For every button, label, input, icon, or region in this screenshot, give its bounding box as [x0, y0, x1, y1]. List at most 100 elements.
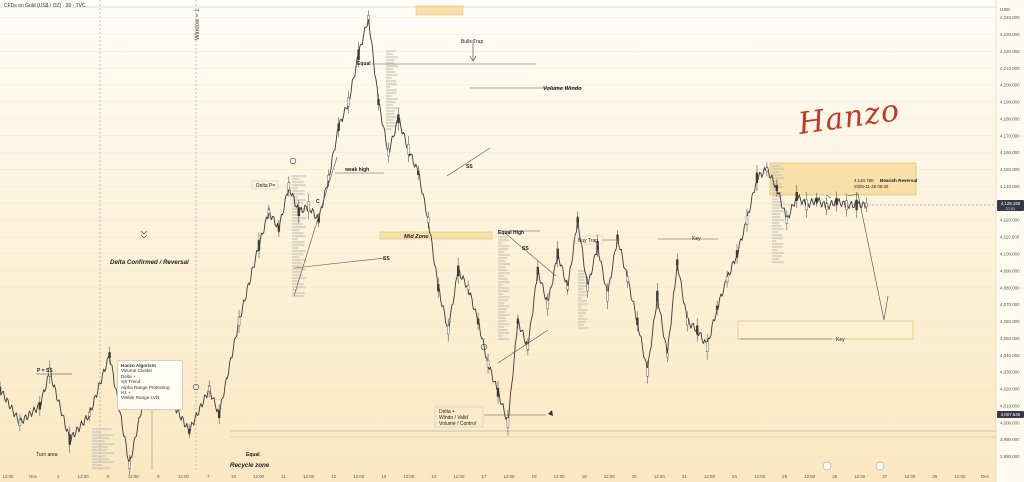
- replay-icon: [875, 461, 885, 471]
- replay-icon: [822, 461, 832, 471]
- indicator-line: Visible Range LVN: [121, 395, 160, 401]
- volume-profile: [772, 204, 782, 207]
- candle-body: [676, 259, 679, 266]
- volume-profile: [292, 280, 300, 283]
- candle-body: [775, 185, 779, 191]
- volume-profile: [772, 237, 784, 240]
- volume-profile: [578, 279, 585, 282]
- current-price-timer: 27:51: [1006, 207, 1016, 211]
- volume-profile: [498, 266, 506, 269]
- candle-body: [725, 276, 729, 283]
- candle-body: [257, 240, 261, 251]
- candle-body: [188, 428, 191, 434]
- volume-profile: [92, 452, 114, 455]
- candle-body: [267, 209, 271, 214]
- volume-profile: [578, 315, 584, 318]
- candle-body: [646, 367, 649, 377]
- delta-note-label: Windo / Valid: [439, 415, 468, 421]
- x-tick-label: 7: [207, 474, 210, 479]
- candle-body: [666, 352, 669, 358]
- volume-profile: [498, 326, 505, 329]
- recycle-zone-label: Recycle zone: [230, 462, 270, 469]
- symbol-header: CFDs on Gold (US$ / OZ) · 30 · TVC: [4, 3, 86, 9]
- volume-profile: [92, 467, 111, 470]
- volume-profile: [92, 458, 109, 461]
- candle-body: [0, 386, 2, 392]
- projection-tick: [825, 194, 832, 199]
- candle-body: [128, 461, 131, 469]
- volume-profile: [386, 92, 397, 95]
- volume-profile: [578, 303, 588, 306]
- volume-profile: [498, 242, 503, 245]
- candle-body: [735, 250, 739, 258]
- volume-profile: [292, 184, 306, 187]
- x-tick-label: 19: [582, 474, 587, 479]
- x-tick-label: 12:00: [178, 474, 190, 479]
- x-tick-label: 26: [832, 474, 837, 479]
- volume-profile: [498, 278, 508, 281]
- candle-body: [347, 97, 350, 107]
- x-tick-label: 12: [331, 474, 336, 479]
- bearish-reversal-zone: [769, 162, 917, 196]
- volume-profile: [772, 255, 782, 258]
- candle-body: [217, 410, 221, 418]
- volume-profile: [292, 190, 305, 193]
- volume-windo-label: Volume Windo: [543, 86, 582, 92]
- volume-profile: [292, 214, 302, 217]
- y-tick-label: 4,150.000: [1000, 167, 1020, 172]
- y-tick-label: 4,000.000: [1000, 420, 1020, 425]
- volume-profile: [292, 235, 306, 238]
- turn-area-label: Turn area: [36, 452, 58, 458]
- volume-profile: [498, 236, 509, 239]
- volume-profile: [292, 187, 298, 190]
- candle-body: [447, 325, 450, 335]
- label-box: [251, 180, 279, 190]
- candle-body: [367, 15, 370, 20]
- x-tick-label: 12:00: [403, 474, 415, 479]
- volume-profile: [772, 240, 777, 243]
- x-tick-label: 12:00: [804, 474, 816, 479]
- x-tick-label: 12:00: [854, 474, 866, 479]
- x-tick-label: 11: [281, 474, 286, 479]
- trend-line: [293, 257, 386, 269]
- volume-profile: [386, 74, 398, 77]
- x-tick-label: 14: [431, 474, 436, 479]
- x-tick-label: 12:00: [754, 474, 766, 479]
- candle-body: [626, 276, 629, 283]
- volume-profile: [386, 77, 392, 80]
- candle-body: [387, 148, 390, 157]
- y-tick-label: 4,210.000: [1000, 66, 1020, 71]
- x-tick-label: 12:00: [604, 474, 616, 479]
- volume-profile: [498, 317, 506, 320]
- volume-profile: [292, 241, 305, 244]
- volume-profile: [578, 321, 586, 324]
- volume-profile: [292, 178, 300, 181]
- volume-profile: [292, 202, 304, 205]
- volume-profile: [292, 211, 303, 214]
- mid-zone-label: Mid Zone: [404, 234, 429, 240]
- volume-profile: [292, 175, 306, 178]
- volume-profile: [578, 327, 588, 330]
- current-price-value: 4,129.160: [1001, 201, 1021, 206]
- volume-profile: [772, 198, 778, 201]
- y-tick-label: 4,170.000: [1000, 133, 1020, 138]
- weak-high-label: weak high: [344, 167, 369, 173]
- volume-profile: [772, 252, 784, 255]
- volume-profile: [578, 306, 582, 309]
- volume-profile: [498, 308, 507, 311]
- tooltip-price-label: 4,134.780: [854, 178, 874, 183]
- candle-body: [516, 319, 520, 324]
- y-tick-label: 3,980.000: [1000, 454, 1020, 459]
- volume-profile: [498, 287, 509, 290]
- delta-note-label: Volume / Control: [439, 421, 476, 427]
- volume-profile: [386, 125, 398, 128]
- volume-profile: [292, 193, 305, 196]
- volume-profile: [578, 282, 586, 285]
- x-tick-label: 24: [732, 474, 737, 479]
- equal-bottom-label: Equal: [246, 452, 260, 458]
- trend-line: [446, 147, 491, 177]
- candle-body: [566, 285, 569, 290]
- volume-profile: [386, 116, 398, 119]
